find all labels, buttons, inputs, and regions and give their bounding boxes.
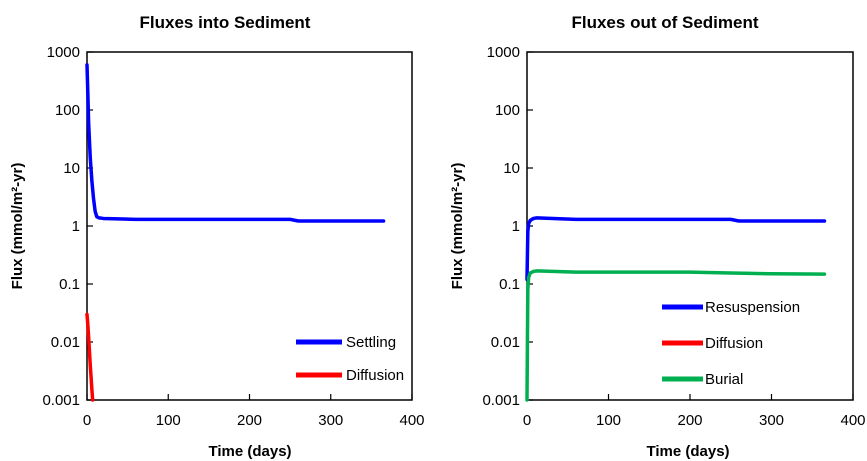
- legend-label-settling: Settling: [346, 334, 396, 351]
- y-axis: 0.001 0.01 0.1 1 10 100 1000: [482, 44, 533, 409]
- y-tick-label: 0.001: [482, 392, 520, 409]
- y-tick-label: 1000: [47, 44, 80, 61]
- y-tick-label: 0.01: [51, 334, 80, 351]
- y-tick-label: 1: [512, 218, 520, 235]
- y-tick-label: 1: [72, 218, 80, 235]
- x-axis: 0 100 200 300 400: [523, 394, 866, 429]
- y-tick-label: 100: [55, 102, 80, 119]
- x-tick-label: 300: [759, 412, 784, 429]
- series-line-settling: [85, 63, 386, 223]
- y-axis-label: Flux (mmol/m²-yr): [449, 163, 466, 290]
- legend-label-burial: Burial: [705, 371, 743, 388]
- x-axis: 0 100 200 300 400: [83, 394, 425, 429]
- series-line-diffusion: [85, 312, 95, 402]
- x-axis-label: Time (days): [208, 443, 291, 460]
- legend: Settling Diffusion: [296, 334, 404, 384]
- x-axis-label: Time (days): [646, 443, 729, 460]
- y-axis: 0.001 0.01 0.1 1 10 100 1000: [42, 44, 93, 409]
- x-tick-label: 0: [523, 412, 531, 429]
- series-line-burial: [525, 269, 827, 402]
- x-tick-label: 100: [596, 412, 621, 429]
- chart-title: Fluxes out of Sediment: [571, 13, 758, 32]
- y-tick-label: 10: [63, 160, 80, 177]
- y-tick-label: 0.001: [42, 392, 80, 409]
- plot-area: [526, 51, 854, 401]
- x-tick-label: 400: [399, 412, 424, 429]
- x-tick-label: 400: [840, 412, 865, 429]
- chart-right: Fluxes out of Sediment 0.001 0.01 0.1 1 10 10…: [449, 13, 866, 460]
- x-tick-label: 0: [83, 412, 91, 429]
- chart-left: Fluxes into Sediment 0.001 0.01 0.1 1 10 100 1…: [9, 13, 425, 460]
- series-group: [85, 63, 386, 402]
- y-tick-label: 0.1: [499, 276, 520, 293]
- y-tick-label: 10: [503, 160, 520, 177]
- legend-label-diffusion: Diffusion: [346, 367, 404, 384]
- series-line-resuspension: [525, 216, 827, 282]
- series-group: [525, 216, 827, 402]
- x-tick-label: 100: [156, 412, 181, 429]
- x-tick-label: 200: [677, 412, 702, 429]
- y-tick-label: 0.1: [59, 276, 80, 293]
- legend: Resuspension Diffusion Burial: [662, 299, 800, 388]
- y-tick-label: 0.01: [491, 334, 520, 351]
- x-tick-label: 300: [318, 412, 343, 429]
- chart-title: Fluxes into Sediment: [140, 13, 311, 32]
- legend-label-diffusion: Diffusion: [705, 335, 763, 352]
- y-tick-label: 1000: [487, 44, 520, 61]
- x-tick-label: 200: [237, 412, 262, 429]
- y-axis-label: Flux (mmol/m²-yr): [9, 163, 26, 290]
- legend-label-resuspension: Resuspension: [705, 299, 800, 316]
- y-tick-label: 100: [495, 102, 520, 119]
